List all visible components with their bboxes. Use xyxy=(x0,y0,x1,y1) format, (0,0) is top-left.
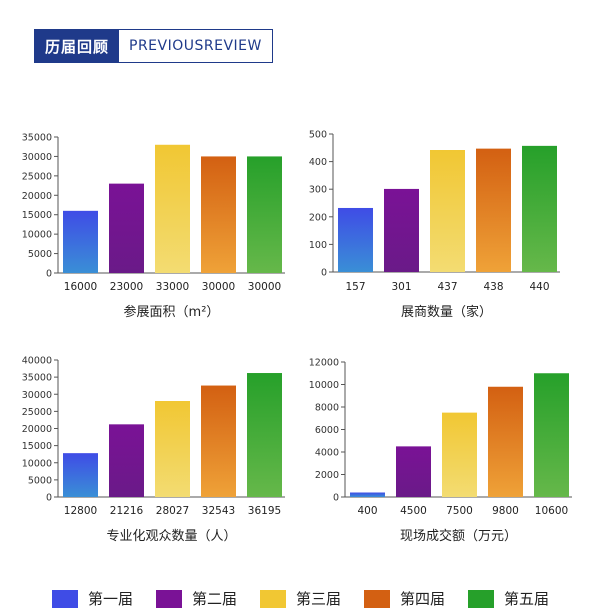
bar xyxy=(155,401,190,497)
bar xyxy=(338,207,373,272)
legend-label-2: 第二届 xyxy=(192,590,238,608)
header-title-en: PREVIOUSREVIEW xyxy=(129,38,262,54)
bar xyxy=(350,492,385,497)
y-tick-label: 35000 xyxy=(22,373,52,384)
category-label: 28027 xyxy=(156,505,189,517)
category-label: 30000 xyxy=(248,281,281,293)
chart-2: 0 100 200 300 400 500 157 301 437 438 440 展商数量（家） xyxy=(309,130,560,320)
y-tick-label: 20000 xyxy=(22,424,52,435)
bar xyxy=(522,145,557,272)
category-label: 7500 xyxy=(446,505,473,517)
bar xyxy=(201,385,236,497)
chart-1: 0 5000 10000 15000 20000 25000 30000 35000 16000… xyxy=(22,133,285,320)
category-label: 32543 xyxy=(202,505,235,517)
y-tick-label: 15000 xyxy=(22,210,52,221)
y-tick-label: 25000 xyxy=(22,407,52,418)
y-tick-label: 500 xyxy=(309,130,327,141)
category-label: 30000 xyxy=(202,281,235,293)
chart-4: 0 2000 4000 6000 8000 10000 12000 400 4500 7500 98… xyxy=(309,358,572,544)
y-tick-label: 200 xyxy=(309,212,327,223)
category-label: 23000 xyxy=(110,281,143,293)
chart-3: 0 5000 10000 15000 20000 25000 30000 35000 40000… xyxy=(22,356,285,544)
chart-title: 参展面积（m²） xyxy=(124,304,220,320)
category-label: 21216 xyxy=(110,505,144,517)
category-label: 440 xyxy=(529,281,549,293)
legend-label-1: 第一届 xyxy=(88,590,134,608)
y-tick-label: 100 xyxy=(309,240,327,251)
legend-swatch-2 xyxy=(156,589,182,608)
legend-swatch-5 xyxy=(468,589,494,608)
y-tick-label: 300 xyxy=(309,185,327,196)
bar xyxy=(442,412,477,497)
y-tick-label: 5000 xyxy=(28,475,52,486)
y-tick-label: 4000 xyxy=(315,448,339,459)
y-tick-label: 400 xyxy=(309,157,327,168)
bar xyxy=(63,210,98,273)
bar xyxy=(63,453,98,497)
category-label: 10600 xyxy=(535,505,568,517)
bar xyxy=(247,156,282,273)
category-label: 400 xyxy=(357,505,377,517)
chart-title: 现场成交额（万元） xyxy=(400,528,517,544)
y-tick-label: 30000 xyxy=(22,390,52,401)
legend-item-2: 第二届 xyxy=(156,588,260,609)
y-tick-label: 2000 xyxy=(315,470,339,481)
bar xyxy=(430,150,465,272)
y-tick-label: 12000 xyxy=(309,358,339,369)
legend-item-3: 第三届 xyxy=(260,588,364,609)
category-label: 16000 xyxy=(64,281,97,293)
y-tick-label: 15000 xyxy=(22,441,52,452)
category-label: 437 xyxy=(437,281,457,293)
y-tick-label: 10000 xyxy=(22,458,52,469)
bar xyxy=(476,148,511,272)
y-tick-label: 10000 xyxy=(309,380,339,391)
section-header: 历届回顾 PREVIOUSREVIEW xyxy=(34,29,273,63)
category-label: 36195 xyxy=(248,505,281,517)
y-tick-label: 40000 xyxy=(22,356,52,367)
y-tick-label: 30000 xyxy=(22,152,52,163)
legend-swatch-1 xyxy=(52,589,78,608)
y-tick-label: 25000 xyxy=(22,171,52,182)
category-label: 4500 xyxy=(400,505,427,517)
legend-swatch-3 xyxy=(260,589,286,608)
category-label: 9800 xyxy=(492,505,519,517)
y-tick-label: 0 xyxy=(46,493,52,504)
category-label: 12800 xyxy=(64,505,97,517)
bar xyxy=(109,424,144,497)
category-label: 157 xyxy=(345,281,365,293)
y-tick-label: 10000 xyxy=(22,230,52,241)
y-tick-label: 8000 xyxy=(315,403,339,414)
legend-label-4: 第四届 xyxy=(400,590,446,608)
chart-title: 专业化观众数量（人） xyxy=(106,529,236,544)
legend-swatch-4 xyxy=(364,589,390,608)
y-tick-label: 5000 xyxy=(28,249,52,260)
y-tick-label: 20000 xyxy=(22,191,52,202)
bar xyxy=(201,156,236,273)
legend-label-5: 第五届 xyxy=(504,590,550,608)
category-label: 438 xyxy=(483,281,503,293)
bar xyxy=(534,373,569,497)
y-tick-label: 0 xyxy=(321,268,327,279)
category-label: 33000 xyxy=(156,281,189,293)
legend: 第一届 第二届 第三届 第四届 第五届 xyxy=(52,588,572,609)
header-title-cn: 历届回顾 xyxy=(35,30,120,62)
y-tick-label: 0 xyxy=(333,493,339,504)
bar xyxy=(396,446,431,497)
y-tick-label: 6000 xyxy=(315,425,339,436)
y-tick-label: 35000 xyxy=(22,133,52,144)
bar xyxy=(488,386,523,497)
bar xyxy=(155,144,190,273)
legend-item-5: 第五届 xyxy=(468,588,572,609)
category-label: 301 xyxy=(391,281,411,293)
legend-item-1: 第一届 xyxy=(52,588,156,609)
chart-title: 展商数量（家） xyxy=(401,304,492,320)
bar xyxy=(384,188,419,272)
y-tick-label: 0 xyxy=(46,269,52,280)
legend-label-3: 第三届 xyxy=(296,590,342,608)
bar xyxy=(247,373,282,497)
legend-item-4: 第四届 xyxy=(364,588,468,609)
bar xyxy=(109,183,144,273)
